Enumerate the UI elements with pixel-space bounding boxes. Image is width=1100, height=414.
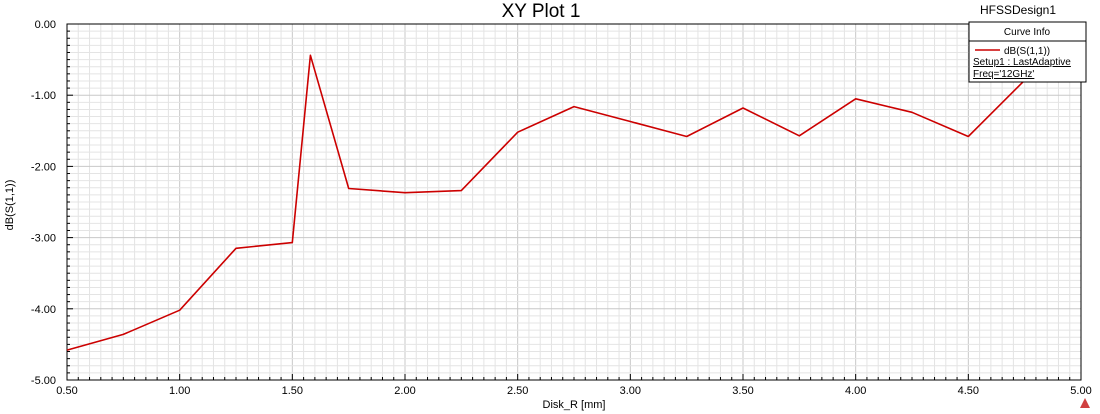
curve-info-legend[interactable]: Curve Info dB(S(1,1)) Setup1 : LastAdapt…	[968, 21, 1087, 83]
x-tick-label: 5.00	[1070, 385, 1091, 397]
x-tick-label: 3.00	[620, 385, 641, 397]
axis-ticks	[66, 23, 1082, 381]
chart-title: XY Plot 1	[502, 1, 581, 22]
x-tick-label: 1.50	[282, 385, 303, 397]
series-lines	[66, 48, 1082, 351]
y-tick-label: -4.00	[31, 304, 56, 316]
legend-box	[968, 21, 1087, 83]
legend-curve-name[interactable]: dB(S(1,1))	[1004, 46, 1050, 57]
y-tick-labels: 0.00 -1.00 -2.00 -3.00 -4.00 -5.00	[31, 19, 56, 387]
series-line	[66, 48, 1082, 351]
x-tick-label: 2.50	[507, 385, 528, 397]
x-tick-label: 4.00	[845, 385, 866, 397]
x-tick-label: 0.50	[56, 385, 77, 397]
design-name-label: HFSSDesign1	[980, 3, 1056, 17]
legend-setup-line: Setup1 : LastAdaptive	[973, 57, 1071, 68]
legend-freq-line: Freq='12GHz'	[973, 69, 1034, 80]
x-tick-label: 4.50	[958, 385, 979, 397]
y-tick-label: -2.00	[31, 161, 56, 173]
y-tick-label: -5.00	[31, 375, 56, 387]
x-tick-labels: 0.50 1.00 1.50 2.00 2.50 3.00 3.50 4.00 4.50 5.00	[56, 385, 1091, 397]
x-tick-label: 3.50	[732, 385, 753, 397]
x-tick-label: 1.00	[169, 385, 190, 397]
y-axis-label: dB(S(1,1))	[4, 180, 16, 231]
x-axis-label: Disk_R [mm]	[543, 399, 606, 411]
legend-header: Curve Info	[1004, 27, 1051, 38]
grid	[66, 23, 1082, 381]
y-tick-label: -3.00	[31, 233, 56, 245]
x-tick-label: 2.00	[394, 385, 415, 397]
y-tick-label: 0.00	[35, 19, 56, 31]
y-tick-label: -1.00	[31, 90, 56, 102]
triangle-marker-icon	[1080, 398, 1090, 408]
